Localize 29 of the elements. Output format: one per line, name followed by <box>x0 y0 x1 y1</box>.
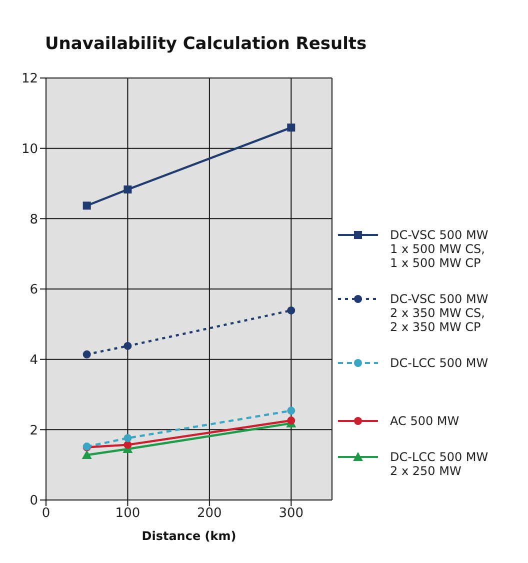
x-tick-label: 100 <box>115 506 140 522</box>
point <box>287 416 296 425</box>
x-tick-label: 0 <box>42 506 50 522</box>
point <box>82 350 91 358</box>
point <box>82 202 91 210</box>
y-tick-label: 12 <box>21 72 38 87</box>
x-tick-label: 200 <box>197 506 222 522</box>
y-tick-label: 6 <box>30 282 38 298</box>
chart-title: Unavailability Calculation Results <box>44 33 368 56</box>
y-tick-label: 8 <box>30 212 38 228</box>
point <box>287 306 296 314</box>
legend-label: DC-VSC 500 MW 1 x 500 MW CS, 1 x 500 MW CP <box>390 228 488 270</box>
point <box>287 124 296 132</box>
y-tick-label: 10 <box>21 142 38 157</box>
x-tick-label: 300 <box>278 506 304 522</box>
point <box>124 440 132 449</box>
y-tick-label: 2 <box>30 423 38 438</box>
y-tick-label: 0 <box>30 494 38 509</box>
legend-label: DC-LCC 500 MW 2 x 250 MW <box>390 450 488 478</box>
legend-label: AC 500 MW <box>390 414 460 428</box>
point <box>82 450 92 459</box>
legend-label: DC-LCC 500 MW <box>390 356 488 370</box>
point <box>124 185 132 194</box>
point <box>124 342 132 350</box>
point <box>124 434 132 442</box>
legend-label: DC-VSC 500 MW 2 x 350 MW CS, 2 x 350 MW CP <box>390 292 488 334</box>
x-axis-title: Distance (km) <box>142 529 236 543</box>
point <box>287 406 296 415</box>
y-tick-label: 4 <box>30 352 38 368</box>
